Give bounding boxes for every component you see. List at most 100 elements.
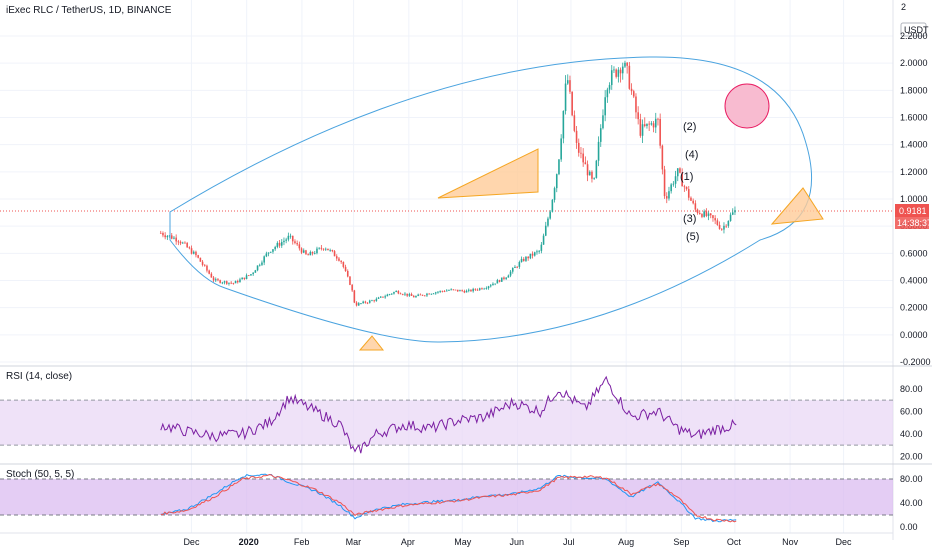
candle-body <box>426 293 428 296</box>
candle-body <box>417 294 419 296</box>
candle-body <box>192 251 195 254</box>
candle-body <box>511 267 514 272</box>
candle-body <box>311 251 314 254</box>
countdown-badge <box>895 217 929 229</box>
candle-body <box>250 274 252 276</box>
candle-body <box>615 69 617 77</box>
candle-body <box>393 292 395 294</box>
candle-body <box>670 184 672 192</box>
candle-body <box>272 249 274 252</box>
candle-body <box>720 228 723 230</box>
time-tick-label: Apr <box>401 537 415 547</box>
candle-body <box>397 290 400 294</box>
candle-body <box>263 256 265 263</box>
currency-badge[interactable] <box>900 22 927 37</box>
candle-body <box>441 290 444 292</box>
candle-body <box>637 112 639 120</box>
candle-body <box>382 296 384 298</box>
candle-body <box>412 295 415 298</box>
candle-body <box>679 168 681 173</box>
candle-body <box>648 123 650 125</box>
candle-body <box>582 153 584 163</box>
candle-body <box>683 186 686 188</box>
stoch-k-line <box>160 473 737 523</box>
candle-body <box>630 88 633 92</box>
candle-body <box>331 249 334 252</box>
candle-body <box>659 118 661 146</box>
candle-body <box>322 248 325 250</box>
candle-body <box>549 211 551 219</box>
stoch-band <box>0 479 893 515</box>
candle-body <box>531 253 534 256</box>
candle-body <box>166 236 169 238</box>
candle-body <box>569 80 571 92</box>
candle-body <box>709 213 712 216</box>
candle-body <box>357 303 360 306</box>
price-tick-label: 0.6000 <box>900 248 928 258</box>
candle-body <box>377 297 380 299</box>
candle-body <box>208 270 210 274</box>
candle-body <box>195 251 197 256</box>
candle-body <box>199 257 202 262</box>
candle-body <box>386 294 389 297</box>
candle-body <box>456 289 459 292</box>
candle-body <box>617 69 620 77</box>
candle-body <box>173 237 175 239</box>
candle-body <box>580 152 582 154</box>
candle-body <box>404 293 406 295</box>
candle-body <box>577 142 580 153</box>
candle-body <box>701 214 703 217</box>
candle-body <box>492 283 494 286</box>
candle-body <box>223 281 226 283</box>
candle-body <box>225 281 228 284</box>
candle-body <box>650 123 653 125</box>
candle-body <box>316 248 318 254</box>
candle-body <box>628 65 631 89</box>
candle-body <box>197 255 199 258</box>
price-tick-label: 1.4000 <box>900 140 928 150</box>
candle-body <box>287 235 290 240</box>
candle-body <box>285 239 287 241</box>
rsi-axis: 80.00 60.00 40.00 20.00 <box>900 384 923 462</box>
candle-body <box>324 248 327 250</box>
candle-body <box>395 290 397 293</box>
candle-body <box>432 293 435 295</box>
candle-body <box>564 83 567 111</box>
candle-body <box>243 277 246 280</box>
candle-body <box>291 235 294 242</box>
price-tick-label: 1.6000 <box>900 113 928 123</box>
candle-body <box>503 277 505 280</box>
candle-body <box>234 281 237 284</box>
candle-body <box>214 279 217 281</box>
wave-label: (5) <box>686 231 699 243</box>
candle-body <box>170 235 173 239</box>
candle-body <box>496 280 499 284</box>
candle-body <box>586 164 589 176</box>
candle-body <box>230 282 232 284</box>
candle-body <box>687 189 690 198</box>
time-tick-label: Jun <box>510 537 525 547</box>
time-tick-label: Mar <box>346 537 362 547</box>
stoch-axis: 80.00 40.00 0.00 <box>900 474 923 532</box>
candle-body <box>448 290 450 291</box>
wave-label: (3) <box>683 213 696 225</box>
current-price-value: 0.9181 <box>899 206 927 216</box>
candle-body <box>597 141 600 161</box>
candle-body <box>247 275 250 277</box>
candle-body <box>421 294 424 296</box>
candle-body <box>265 253 268 257</box>
candle-body <box>217 279 219 281</box>
candle-body <box>190 248 193 254</box>
candle-body <box>560 138 562 160</box>
candle-body <box>705 211 708 216</box>
candle-body <box>181 242 184 244</box>
candle-body <box>307 254 309 256</box>
candle-body <box>294 241 296 244</box>
candle-body <box>342 261 345 267</box>
candle-body <box>668 191 670 199</box>
candle-body <box>300 248 303 253</box>
candle-body <box>351 284 353 291</box>
candle-body <box>487 286 490 289</box>
wave-label: (2) <box>683 121 696 133</box>
